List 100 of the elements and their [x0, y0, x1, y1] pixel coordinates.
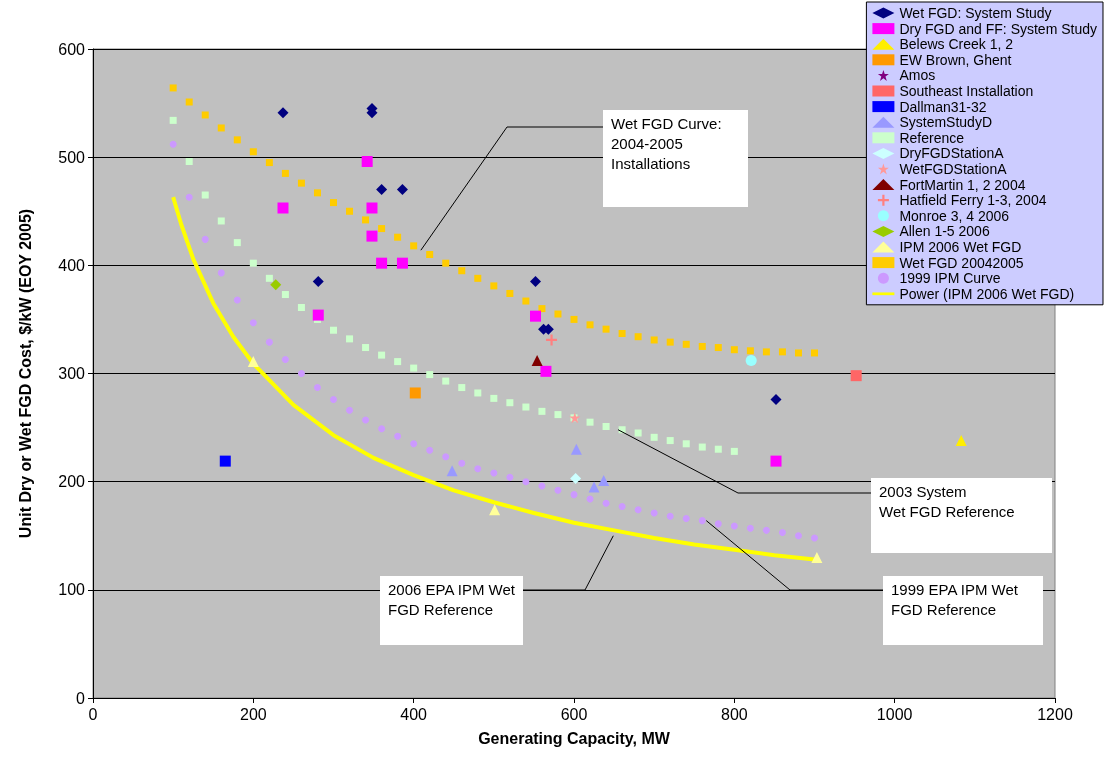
point — [506, 399, 514, 407]
legend-label: Wet FGD: System Study — [899, 5, 1052, 21]
y-tick-label: 100 — [58, 581, 86, 599]
point — [458, 384, 466, 392]
point — [598, 475, 610, 487]
point — [265, 159, 273, 167]
point — [281, 291, 289, 299]
point — [297, 370, 305, 377]
point — [650, 336, 658, 344]
point — [698, 517, 706, 525]
point — [522, 478, 530, 486]
point — [546, 334, 558, 346]
y-tick-label: 600 — [58, 40, 86, 58]
point — [530, 276, 542, 288]
point — [666, 437, 674, 445]
point — [217, 269, 225, 277]
point — [522, 403, 530, 411]
point — [618, 329, 626, 337]
point — [762, 348, 770, 356]
annotation: 2003 System Wet FGD Reference — [879, 482, 1015, 522]
point — [650, 509, 658, 517]
point — [442, 259, 450, 267]
point — [811, 349, 818, 357]
point — [394, 432, 402, 440]
x-tick-label: 200 — [239, 705, 267, 723]
point — [586, 321, 594, 329]
point — [330, 199, 337, 207]
point — [277, 202, 289, 214]
point — [522, 297, 530, 305]
point — [426, 251, 434, 259]
point — [570, 472, 582, 484]
point — [458, 267, 466, 275]
legend-label: FortMartin 1, 2 2004 — [899, 176, 1026, 193]
point — [249, 148, 257, 156]
point — [346, 406, 354, 414]
point — [185, 98, 193, 106]
point — [490, 282, 498, 290]
point — [396, 184, 408, 196]
annotation: Wet FGD Curve: 2004-2005 Installations — [611, 114, 722, 174]
point — [850, 370, 862, 382]
point — [554, 486, 562, 494]
point — [201, 111, 209, 119]
point — [682, 440, 690, 448]
legend-label: SystemStudyD — [899, 114, 992, 131]
point — [570, 491, 578, 499]
point — [955, 435, 967, 447]
point — [730, 447, 738, 455]
point — [538, 305, 546, 313]
point — [634, 333, 642, 341]
point — [394, 358, 402, 366]
point — [376, 184, 388, 196]
point — [588, 481, 600, 493]
point — [330, 326, 337, 334]
point — [618, 503, 626, 511]
point — [313, 384, 321, 392]
point — [185, 193, 193, 201]
annotation: 2006 EPA IPM Wet FGD Reference — [388, 580, 516, 620]
legend-label: EW Brown, Ghent — [899, 51, 1012, 68]
legend-label: 1999 IPM Curve — [899, 270, 1001, 287]
point — [570, 315, 578, 323]
point — [811, 551, 823, 563]
point — [730, 346, 738, 354]
point — [378, 351, 386, 359]
x-axis-title: Generating Capacity, MW — [478, 729, 671, 747]
y-axis-title: Unit Dry or Wet FGD Cost, $/kW (EOY 2005) — [16, 208, 34, 539]
point — [745, 355, 757, 367]
point — [698, 443, 706, 451]
point — [570, 443, 582, 455]
point — [442, 453, 450, 461]
y-tick-label: 300 — [58, 365, 86, 382]
point — [530, 310, 542, 322]
point — [219, 455, 231, 467]
point — [714, 344, 722, 352]
point — [426, 446, 434, 454]
point — [312, 276, 324, 288]
point — [396, 257, 408, 269]
x-tick-label: 800 — [720, 705, 748, 723]
point — [233, 239, 241, 247]
point — [540, 365, 552, 377]
legend-label: IPM 2006 Wet FGD — [899, 239, 1022, 255]
point — [376, 257, 388, 269]
point — [217, 124, 225, 132]
point — [361, 155, 373, 167]
point — [247, 356, 259, 368]
point — [666, 512, 674, 520]
point — [602, 499, 610, 507]
point — [794, 532, 802, 540]
point — [201, 191, 209, 199]
x-tick-label: 0 — [88, 705, 98, 723]
legend-label: Power (IPM 2006 Wet FGD) — [899, 285, 1075, 302]
point — [474, 274, 482, 282]
legend-label: Hatfield Ferry 1-3, 2004 — [899, 192, 1047, 209]
point — [602, 325, 610, 333]
legend-label: Wet FGD 20042005 — [899, 254, 1024, 271]
point — [366, 230, 378, 242]
point — [794, 349, 802, 357]
point — [277, 107, 289, 119]
point — [265, 274, 273, 282]
point — [666, 338, 674, 346]
y-tick-label: 200 — [58, 473, 86, 491]
